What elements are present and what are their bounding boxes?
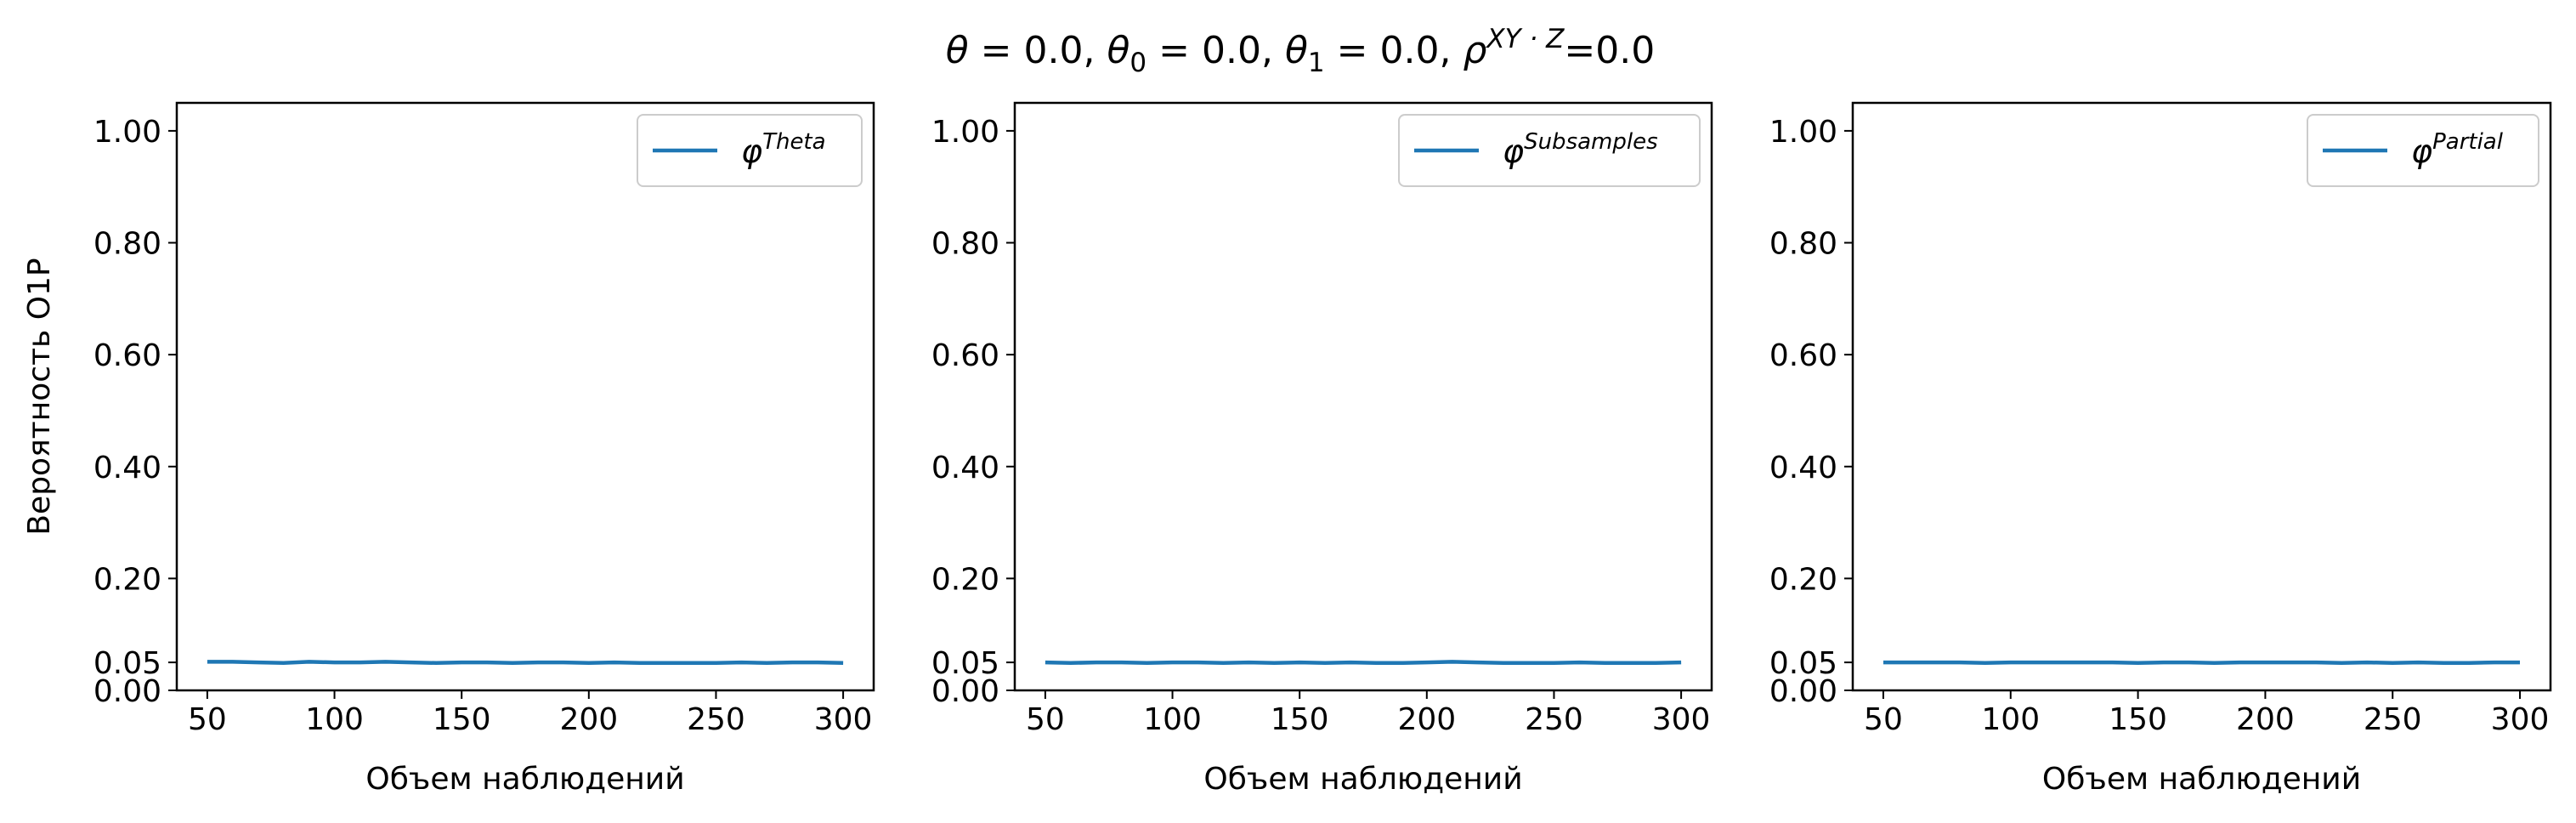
series-line-3-1 <box>1883 660 2520 666</box>
legend-box <box>2307 114 2539 187</box>
y-tick-label: 0.00 <box>93 674 161 709</box>
x-tick-label: 200 <box>1397 702 1456 737</box>
y-axis-label: Вероятность О1Р <box>22 258 57 535</box>
x-tick-label: 250 <box>2364 702 2422 737</box>
x-axis-label: Объем наблюдений <box>1203 762 1522 797</box>
chart-panel-3: 50 100 150 200 250 300 0.000.05 0.20 0.40 0.60 0.8… <box>1769 101 2552 797</box>
x-tick-label: 150 <box>2109 702 2167 737</box>
y-tick-label: 1.00 <box>1769 115 1837 150</box>
y-tick-label: 0.80 <box>931 227 999 262</box>
x-tick-label: 250 <box>1525 702 1583 737</box>
y-tick-label: 0.05 <box>1769 646 1837 681</box>
legend-label: φSubsamples <box>1503 129 1658 170</box>
y-tick-label: 0.20 <box>1769 562 1837 597</box>
figure-title: θ = 0.0, θ0 = 0.0, θ1 = 0.0, ρXY · Z=0.0 <box>946 24 1655 78</box>
x-tick-label: 100 <box>1143 702 1202 737</box>
legend-label: φTheta <box>741 129 826 170</box>
x-tick-label: 100 <box>305 702 364 737</box>
y-tick-label: 0.00 <box>1769 674 1837 709</box>
x-axis-label: Объем наблюдений <box>365 762 684 797</box>
x-axis-label: Объем наблюдений <box>2042 762 2361 797</box>
x-tick-label: 300 <box>2491 702 2550 737</box>
axes-frame <box>1013 101 1713 692</box>
y-tick-label: 0.60 <box>1769 338 1837 373</box>
y-tick-label: 0.20 <box>93 562 161 597</box>
y-tick-label: 1.00 <box>931 115 999 150</box>
x-tick-label: 250 <box>687 702 745 737</box>
legend: φTheta <box>637 114 863 187</box>
axes-frame <box>175 101 875 692</box>
legend-series-superscript: Subsamples <box>1524 129 1658 155</box>
y-tick-label: 0.80 <box>93 227 161 262</box>
y-tick-label: 0.05 <box>93 646 161 681</box>
x-tick-label: 150 <box>1271 702 1329 737</box>
y-tick-label: 0.80 <box>1769 227 1837 262</box>
x-tick-label: 50 <box>1864 702 1903 737</box>
y-tick-label: 0.40 <box>1769 451 1837 485</box>
y-tick-label: 0.40 <box>931 451 999 485</box>
x-tick-label: 50 <box>1026 702 1065 737</box>
legend: φPartial <box>2307 114 2539 187</box>
y-tick-label: 0.40 <box>93 451 161 485</box>
x-tick-label: 300 <box>1652 702 1711 737</box>
x-tick-label: 200 <box>559 702 618 737</box>
x-tick-label: 200 <box>2236 702 2295 737</box>
series-line-2-1 <box>1045 660 1682 666</box>
y-tick-label: 0.00 <box>931 674 999 709</box>
legend-series-name: φ <box>741 133 762 170</box>
x-tick-label: 300 <box>814 702 873 737</box>
chart-panel-1: 50 100 150 200 250 300 0.000.05 0.20 0.40 0.60 0.8… <box>22 101 875 797</box>
series-line-1-1 <box>207 660 844 666</box>
legend-box <box>1398 114 1701 187</box>
legend-box <box>637 114 863 187</box>
y-tick-label: 0.05 <box>931 646 999 681</box>
y-tick-label: 0.60 <box>931 338 999 373</box>
x-tick-label: 100 <box>1981 702 2040 737</box>
legend: φSubsamples <box>1398 114 1701 187</box>
legend-series-superscript: Partial <box>2432 129 2504 155</box>
chart-panel-2: 50 100 150 200 250 300 0.000.05 0.20 0.40 0.60 0.8… <box>931 101 1713 797</box>
y-tick-label: 0.60 <box>93 338 161 373</box>
legend-series-name: φ <box>1503 133 1524 170</box>
x-tick-label: 150 <box>433 702 491 737</box>
legend-label: φPartial <box>2411 129 2504 170</box>
y-tick-label: 1.00 <box>93 115 161 150</box>
chart-panels: 50 100 150 200 250 3000.000.050.200.400.600.8… <box>22 101 2552 797</box>
x-tick-label: 50 <box>188 702 227 737</box>
y-tick-label: 0.20 <box>931 562 999 597</box>
legend-series-superscript: Theta <box>762 129 825 155</box>
axes-frame <box>1851 101 2552 692</box>
legend-series-name: φ <box>2411 133 2432 170</box>
